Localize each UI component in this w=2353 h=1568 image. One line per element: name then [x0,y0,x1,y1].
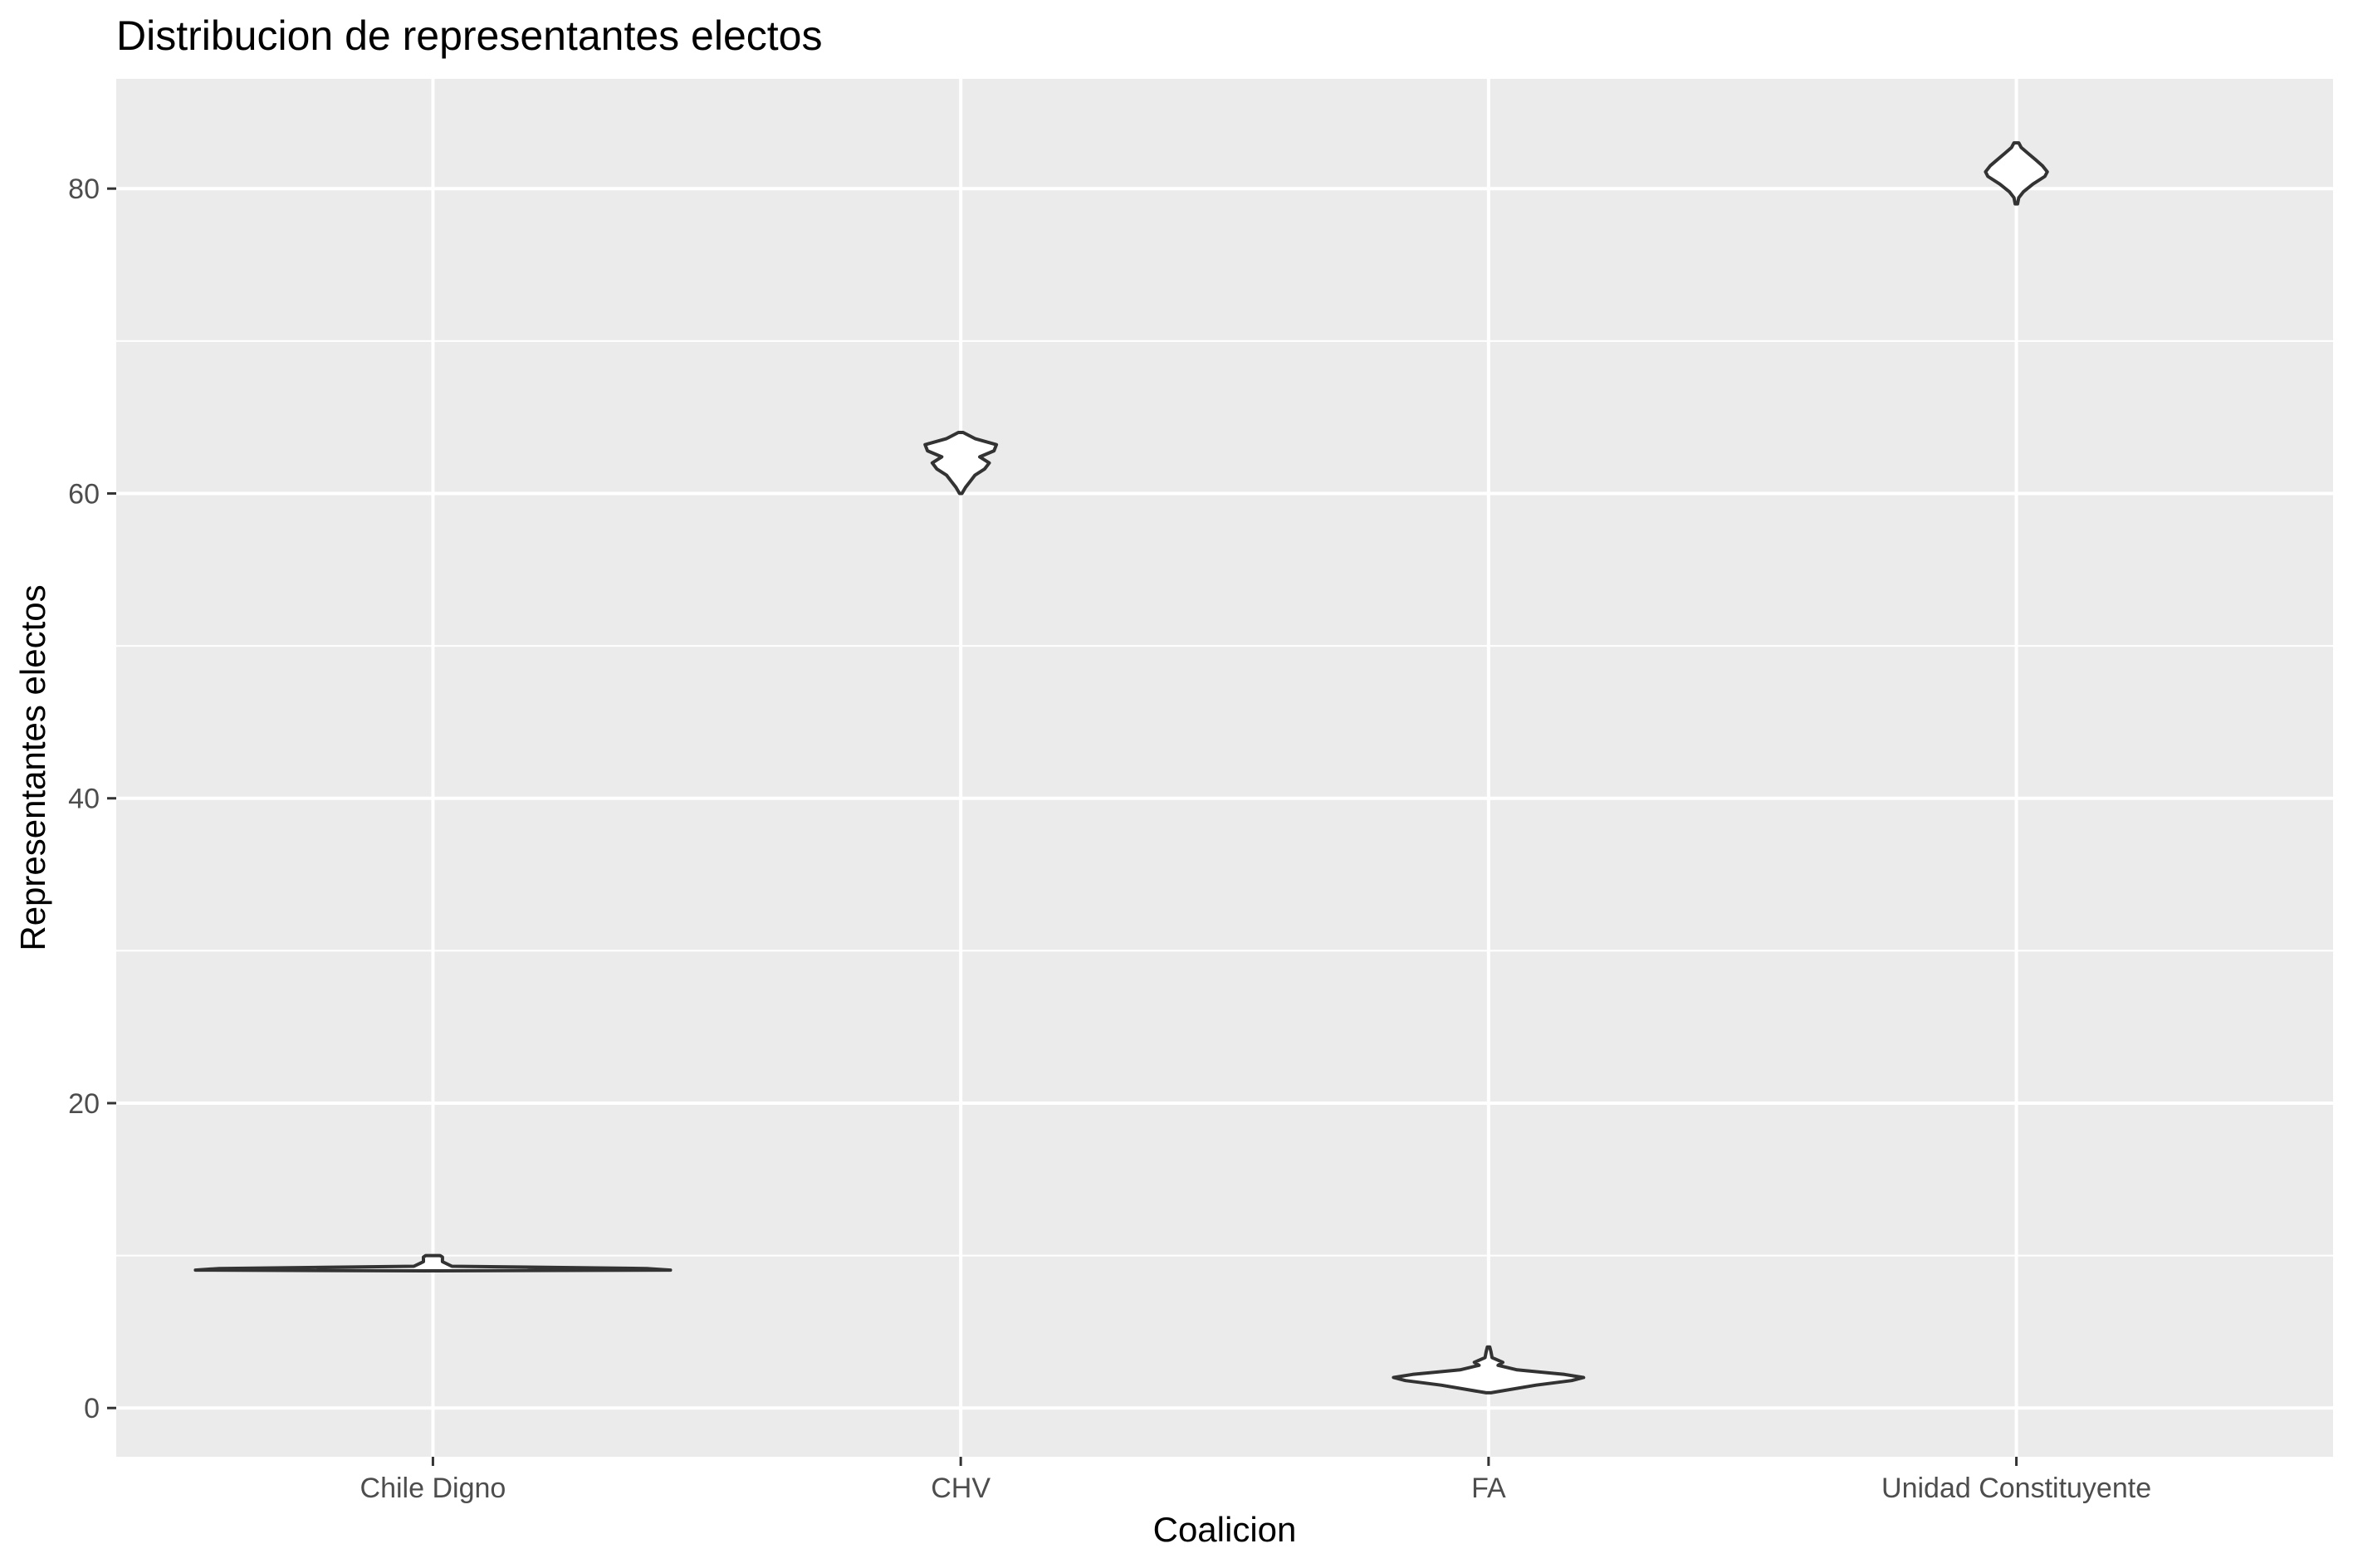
x-axis-ticks: Chile Digno CHV FA Unidad Constituyente [360,1457,2151,1504]
x-tick-label: Chile Digno [360,1473,506,1504]
y-axis-title: Representantes electos [13,584,52,950]
x-axis-title: Coalicion [1153,1510,1297,1549]
x-tick-label: FA [1471,1473,1506,1504]
y-tick-label: 80 [68,173,100,205]
y-tick-label: 0 [84,1393,100,1424]
violin-unidad-constituyente [1984,141,2049,206]
y-tick-label: 60 [68,478,100,510]
x-tick-label: CHV [931,1473,991,1504]
violins [193,141,2049,1395]
y-tick-label: 40 [68,784,100,815]
chart-title: Distribucion de representantes electos [116,12,822,59]
x-tick-label: Unidad Constituyente [1881,1473,2151,1504]
violin-chv [923,431,999,496]
violin-chile-digno [193,1253,673,1272]
y-tick-label: 20 [68,1088,100,1120]
y-axis-ticks: 0 20 40 60 80 [68,173,116,1424]
major-gridlines [116,79,2333,1457]
plot-panel [116,79,2333,1457]
violin-fa [1392,1345,1586,1395]
minor-gridlines [116,339,2333,1257]
